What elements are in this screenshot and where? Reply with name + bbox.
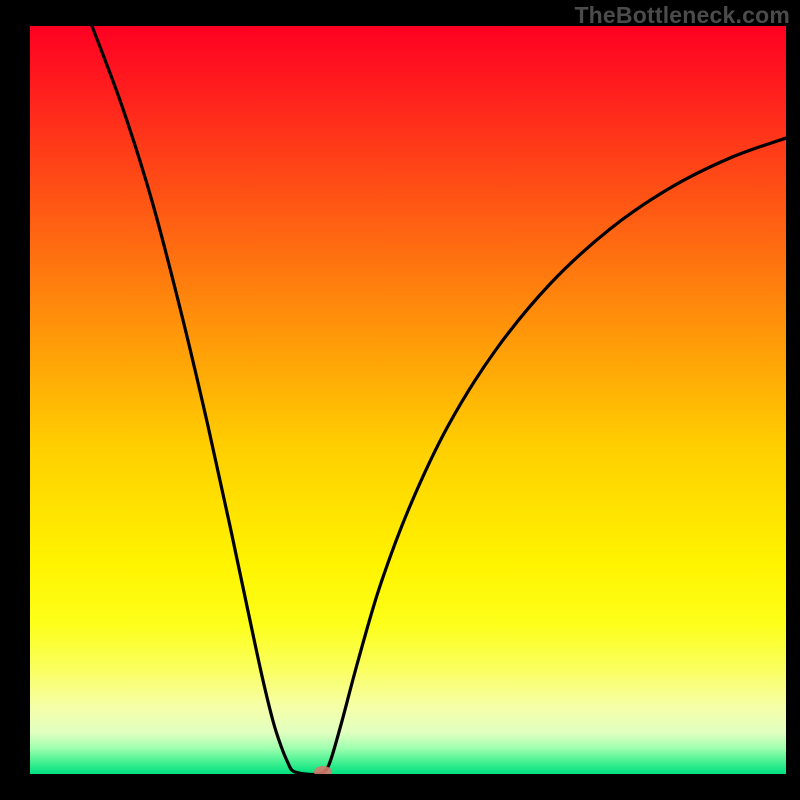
watermark-label: TheBottleneck.com [574, 2, 790, 29]
chart-svg [30, 26, 786, 774]
chart-frame: TheBottleneck.com [0, 0, 800, 800]
chart-background [30, 26, 786, 774]
plot-area [30, 26, 786, 774]
